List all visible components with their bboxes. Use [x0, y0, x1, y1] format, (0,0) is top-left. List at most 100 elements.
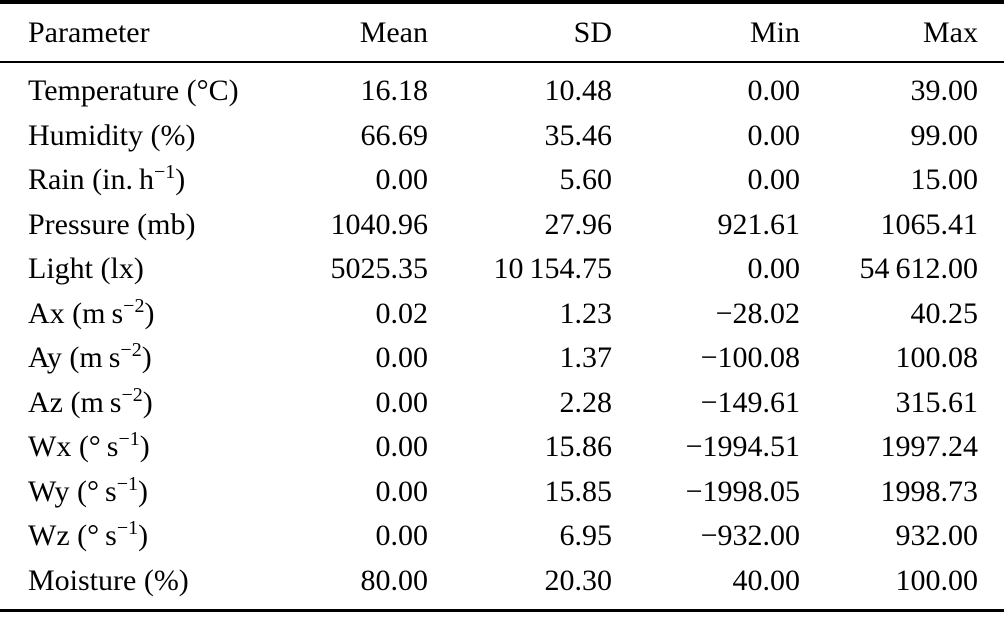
column-header-mean: Mean — [359, 15, 428, 49]
parameter-close-paren: ) — [144, 296, 155, 330]
parameter-label: Pressure (mb) — [0, 203, 250, 248]
parameter-name: Rain (in. h — [28, 163, 154, 197]
max-value: 39.00 — [910, 74, 979, 108]
max-value: 54 612.00 — [859, 252, 978, 286]
max-value: 100.00 — [895, 563, 979, 597]
table-row: Pressure (mb) 1040.96 27.96 921.61 1065.… — [0, 203, 1004, 248]
sd-value: 10.48 — [544, 74, 613, 108]
parameter-label: Moisture (%) — [0, 559, 250, 611]
parameter-unit-exponent: −1 — [154, 161, 176, 184]
column-header-min: Min — [749, 15, 800, 49]
sd-value: 15.85 — [544, 474, 613, 508]
max-value: 1065.41 — [880, 207, 979, 241]
parameter-name: Humidity (%) — [28, 118, 196, 152]
parameter-label: Ay (m s−2) — [0, 336, 250, 381]
parameter-unit-exponent: −1 — [116, 472, 138, 495]
table-row: Wy (° s−1) 0.00 15.85 −1998.05 1998.73 — [0, 470, 1004, 515]
max-value: 1998.73 — [880, 474, 979, 508]
max-value: 40.25 — [910, 296, 979, 330]
sd-value: 27.96 — [544, 207, 613, 241]
header-row: Parameter Mean SD Min Max — [0, 2, 1004, 62]
parameter-close-paren: ) — [141, 341, 152, 375]
parameter-unit-exponent: −1 — [116, 517, 139, 540]
parameter-unit-exponent: −1 — [118, 428, 140, 451]
mean-value: 0.00 — [375, 385, 429, 419]
mean-value: 0.00 — [375, 430, 429, 464]
parameter-label: Temperature (°C) — [0, 62, 250, 114]
parameter-label: Wy (° s−1) — [0, 470, 250, 515]
sd-value: 15.86 — [544, 430, 613, 464]
column-header-max: Max — [923, 15, 978, 49]
sd-value: 6.95 — [559, 519, 613, 553]
parameter-label: Ax (m s−2) — [0, 292, 250, 337]
parameter-close-paren: ) — [142, 385, 153, 419]
column-header-sd: SD — [573, 15, 612, 49]
table-row: Az (m s−2) 0.00 2.28 −149.61 315.61 — [0, 381, 1004, 426]
table-row: Wx (° s−1) 0.00 15.86 −1994.51 1997.24 — [0, 425, 1004, 470]
table-row: Rain (in. h−1) 0.00 5.60 0.00 15.00 — [0, 158, 1004, 203]
parameter-name: Ax (m s — [28, 296, 124, 330]
mean-value: 0.02 — [375, 296, 429, 330]
parameter-unit-exponent: −2 — [123, 294, 145, 317]
mean-value: 5025.35 — [330, 252, 429, 286]
min-value: 0.00 — [747, 74, 801, 108]
parameter-name: Temperature (°C) — [28, 74, 239, 108]
max-value: 315.61 — [895, 385, 979, 419]
min-value: 40.00 — [732, 563, 801, 597]
mean-value: 0.00 — [375, 474, 429, 508]
parameter-label: Light (lx) — [0, 247, 250, 292]
table-row: Moisture (%) 80.00 20.30 40.00 100.00 — [0, 559, 1004, 611]
sd-value: 1.37 — [559, 341, 613, 375]
parameter-name: Moisture (%) — [28, 563, 189, 597]
min-value: 921.61 — [717, 207, 801, 241]
parameter-name: Az (m s — [28, 385, 122, 419]
parameter-label: Humidity (%) — [0, 114, 250, 159]
parameter-name: Light (lx) — [28, 252, 144, 286]
parameter-unit-exponent: −2 — [121, 383, 143, 406]
parameter-label: Az (m s−2) — [0, 381, 250, 426]
parameter-label: Wx (° s−1) — [0, 425, 250, 470]
min-value: −149.61 — [700, 385, 800, 419]
min-value: 0.00 — [747, 118, 801, 152]
mean-value: 0.00 — [375, 341, 429, 375]
max-value: 1997.24 — [880, 430, 979, 464]
table-row: Humidity (%) 66.69 35.46 0.00 99.00 — [0, 114, 1004, 159]
max-value: 100.08 — [895, 341, 979, 375]
parameter-name: Wz (° s — [28, 519, 117, 553]
min-value: −932.00 — [700, 519, 800, 553]
parameter-close-paren: ) — [139, 430, 150, 464]
table-row: Temperature (°C) 16.18 10.48 0.00 39.00 — [0, 62, 1004, 114]
min-value: −28.02 — [715, 296, 800, 330]
min-value: 0.00 — [747, 252, 801, 286]
min-value: −1998.05 — [685, 474, 800, 508]
mean-value: 0.00 — [375, 519, 429, 553]
parameter-name: Pressure (mb) — [28, 207, 196, 241]
parameter-unit-exponent: −2 — [120, 339, 142, 362]
mean-value: 1040.96 — [330, 207, 429, 241]
parameter-name: Ay (m s — [28, 341, 121, 375]
max-value: 932.00 — [895, 519, 979, 553]
table-row: Wz (° s−1) 0.00 6.95 −932.00 932.00 — [0, 514, 1004, 559]
parameter-close-paren: ) — [137, 474, 148, 508]
min-value: 0.00 — [747, 163, 801, 197]
sd-value: 35.46 — [544, 118, 613, 152]
parameter-label: Rain (in. h−1) — [0, 158, 250, 203]
mean-value: 0.00 — [375, 163, 429, 197]
min-value: −100.08 — [700, 341, 800, 375]
parameter-label: Wz (° s−1) — [0, 514, 250, 559]
mean-value: 80.00 — [360, 563, 429, 597]
mean-value: 66.69 — [360, 118, 429, 152]
max-value: 15.00 — [910, 163, 979, 197]
column-header-parameter: Parameter — [28, 15, 150, 49]
table-row: Light (lx) 5025.35 10 154.75 0.00 54 612… — [0, 247, 1004, 292]
sd-value: 10 154.75 — [493, 252, 612, 286]
table-row: Ax (m s−2) 0.02 1.23 −28.02 40.25 — [0, 292, 1004, 337]
table-row: Ay (m s−2) 0.00 1.37 −100.08 100.08 — [0, 336, 1004, 381]
parameter-close-paren: ) — [138, 519, 149, 553]
min-value: −1994.51 — [685, 430, 800, 464]
sd-value: 20.30 — [544, 563, 613, 597]
parameter-name: Wy (° s — [28, 474, 117, 508]
sd-value: 5.60 — [559, 163, 613, 197]
parameter-close-paren: ) — [175, 163, 186, 197]
